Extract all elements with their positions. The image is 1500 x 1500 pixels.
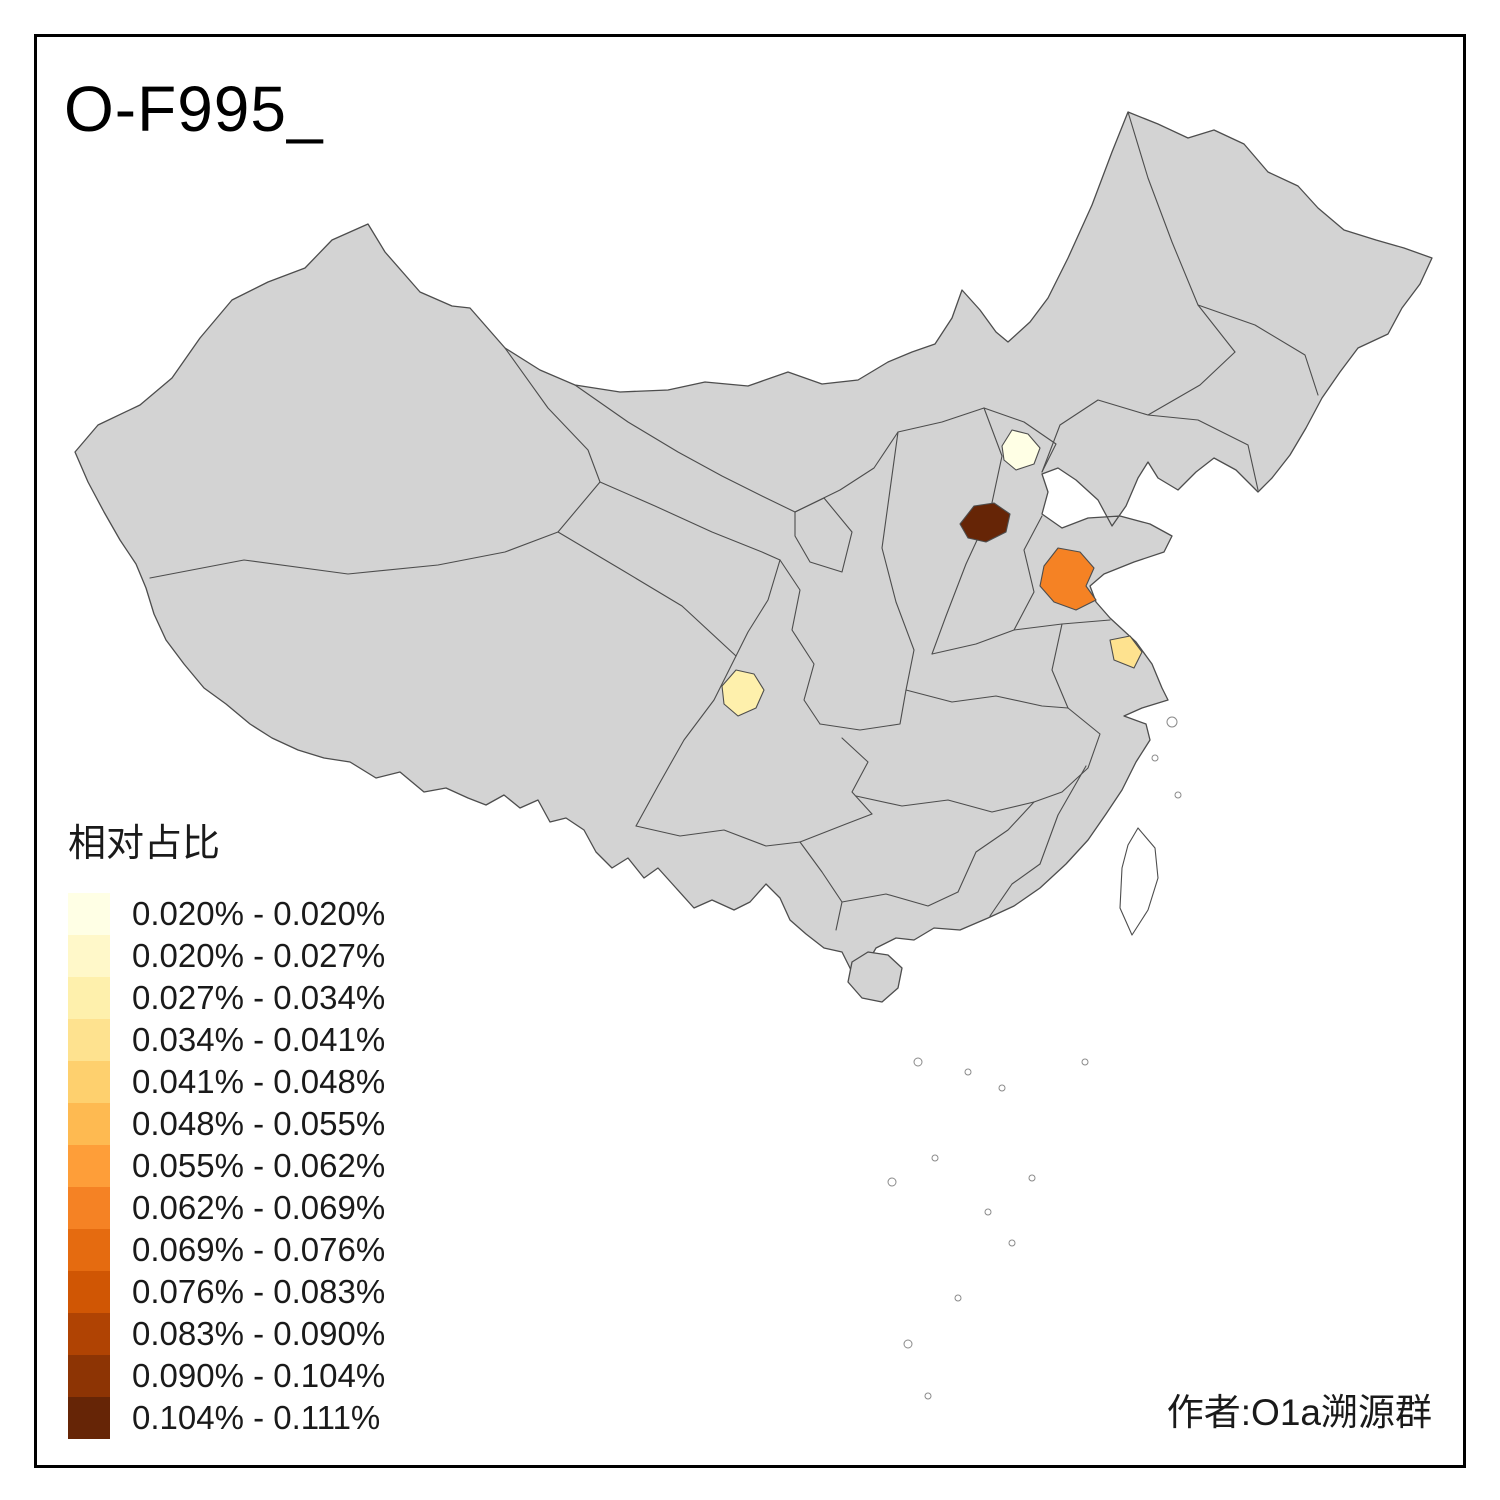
border-qinghai-east	[735, 559, 781, 657]
border-yunnan-guangxi	[799, 841, 843, 931]
border-sichuan-yunnan	[635, 825, 801, 847]
legend-label: 0.090% - 0.104%	[132, 1357, 386, 1394]
taiwan-island	[1119, 827, 1159, 936]
legend-row: 0.090% - 0.104%	[68, 1355, 385, 1397]
border-innermongolia-south	[794, 407, 985, 513]
highlighted-regions	[721, 429, 1143, 717]
author-credit: 作者:O1a溯源群	[1166, 1392, 1432, 1433]
border-gansu-qinghai	[599, 481, 781, 561]
legend-swatch	[68, 1061, 110, 1103]
legend-row: 0.020% - 0.020%	[68, 893, 385, 935]
border-henan-south	[905, 689, 1069, 709]
legend-swatch	[68, 1145, 110, 1187]
border-jilin-liaoning	[1147, 414, 1259, 491]
highlight-region-dark-brown	[959, 502, 1011, 543]
legend-label: 0.048% - 0.055%	[132, 1105, 386, 1142]
border-tibet-qinghai	[557, 531, 737, 657]
legend-swatch	[68, 1271, 110, 1313]
legend-row: 0.076% - 0.083%	[68, 1271, 385, 1313]
border-gansu-innermongolia	[574, 384, 796, 513]
legend-label: 0.083% - 0.090%	[132, 1315, 386, 1352]
legend-swatch	[68, 893, 110, 935]
highlight-region-orange	[1039, 547, 1097, 611]
legend-swatch	[68, 1313, 110, 1355]
border-hunan-guangdong	[957, 801, 1035, 893]
border-guizhou-north	[799, 813, 873, 843]
legend-label: 0.069% - 0.076%	[132, 1231, 386, 1268]
legend-row: 0.041% - 0.048%	[68, 1061, 385, 1103]
border-chongqing	[841, 737, 873, 815]
legend-swatch	[68, 1019, 110, 1061]
hainan-island	[847, 951, 903, 1003]
border-heilongjiang-jilin	[1197, 304, 1319, 396]
border-zhejiang-jiangxi	[1033, 707, 1101, 803]
highlight-region-coastal-sliver	[1109, 635, 1143, 669]
legend: 相对占比 0.020% - 0.020% 0.020% - 0.027% 0.027…	[68, 812, 385, 1439]
legend-row: 0.034% - 0.041%	[68, 1019, 385, 1061]
legend-row: 0.104% - 0.111%	[68, 1397, 385, 1439]
border-hebei-northeast	[983, 407, 1057, 473]
legend-row: 0.048% - 0.055%	[68, 1103, 385, 1145]
legend-swatch	[68, 1229, 110, 1271]
legend-label: 0.076% - 0.083%	[132, 1273, 386, 1310]
legend-label: 0.062% - 0.069%	[132, 1189, 386, 1226]
legend-row: 0.020% - 0.027%	[68, 935, 385, 977]
border-tibet-sichuan	[635, 655, 737, 827]
legend-row: 0.069% - 0.076%	[68, 1229, 385, 1271]
south-china-sea-islets	[887, 716, 1182, 1400]
border-jiangsu-anhui	[1051, 623, 1069, 709]
border-shaanxi-sichuan	[819, 689, 907, 731]
border-shaanxi-shanxi	[881, 431, 915, 691]
page-title: O-F995_	[64, 73, 324, 145]
border-xinjiang	[149, 347, 601, 579]
legend-row: 0.062% - 0.069%	[68, 1187, 385, 1229]
border-guangdong-fujian	[989, 863, 1041, 917]
legend-swatch	[68, 935, 110, 977]
legend-label: 0.104% - 0.111%	[132, 1399, 381, 1436]
legend-label: 0.020% - 0.027%	[132, 937, 386, 974]
legend-label: 0.027% - 0.034%	[132, 979, 386, 1016]
legend-title: 相对占比	[68, 823, 221, 865]
legend-label: 0.020% - 0.020%	[132, 895, 386, 932]
legend-swatch	[68, 1103, 110, 1145]
legend-swatch	[68, 1355, 110, 1397]
border-guangxi-guangdong	[841, 891, 959, 907]
legend-row: 0.055% - 0.062%	[68, 1145, 385, 1187]
border-innermongolia-heilongjiang	[1127, 111, 1236, 353]
legend-swatch	[68, 977, 110, 1019]
highlight-region-beijing-area	[1001, 429, 1041, 471]
legend-swatch	[68, 1187, 110, 1229]
legend-row: 0.083% - 0.090%	[68, 1313, 385, 1355]
legend-label: 0.034% - 0.041%	[132, 1021, 386, 1058]
legend-label: 0.055% - 0.062%	[132, 1147, 386, 1184]
legend-label: 0.041% - 0.048%	[132, 1063, 386, 1100]
border-fujian-jiangxi	[1039, 765, 1087, 865]
legend-swatch	[68, 1397, 110, 1439]
border-hubei-hunan	[855, 795, 1035, 813]
border-gansu-shaanxi	[779, 559, 821, 725]
border-hebei-henan-shandong	[931, 515, 1043, 655]
border-liaoning-innermongolia	[1041, 351, 1236, 473]
legend-rows: 0.020% - 0.020% 0.020% - 0.027% 0.027% - 0…	[68, 893, 385, 1439]
province-borders	[149, 111, 1319, 931]
legend-row: 0.027% - 0.034%	[68, 977, 385, 1019]
highlight-region-southwest	[721, 669, 765, 717]
